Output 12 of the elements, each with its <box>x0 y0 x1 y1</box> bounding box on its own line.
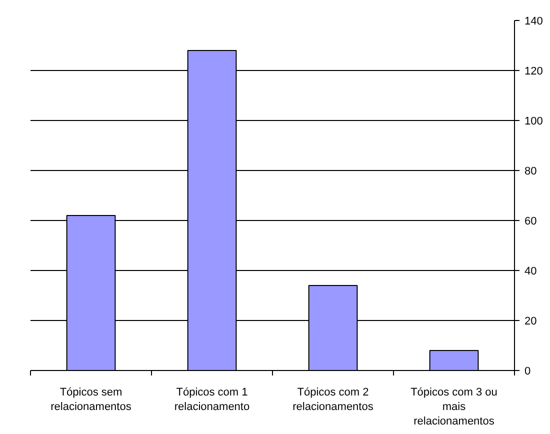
y-tick-label: 120 <box>524 66 543 78</box>
y-tick-label: 0 <box>524 366 531 378</box>
y-tick-label: 40 <box>524 266 537 278</box>
x-tick-label: Tópicos com 2 relacionamentos <box>292 386 374 413</box>
y-tick-label: 80 <box>524 166 537 178</box>
x-tick-label: Tópicos com 1 relacionamento <box>174 386 250 413</box>
x-tick-label: Tópicos sem relacionamentos <box>50 386 132 413</box>
x-tick-label: Tópicos com 3 ou mais relacionamentos <box>410 386 498 428</box>
y-tick-label: 20 <box>524 316 537 328</box>
y-tick-label: 60 <box>524 216 537 228</box>
y-tick-label: 140 <box>524 16 543 28</box>
y-tick-label: 100 <box>524 116 543 128</box>
